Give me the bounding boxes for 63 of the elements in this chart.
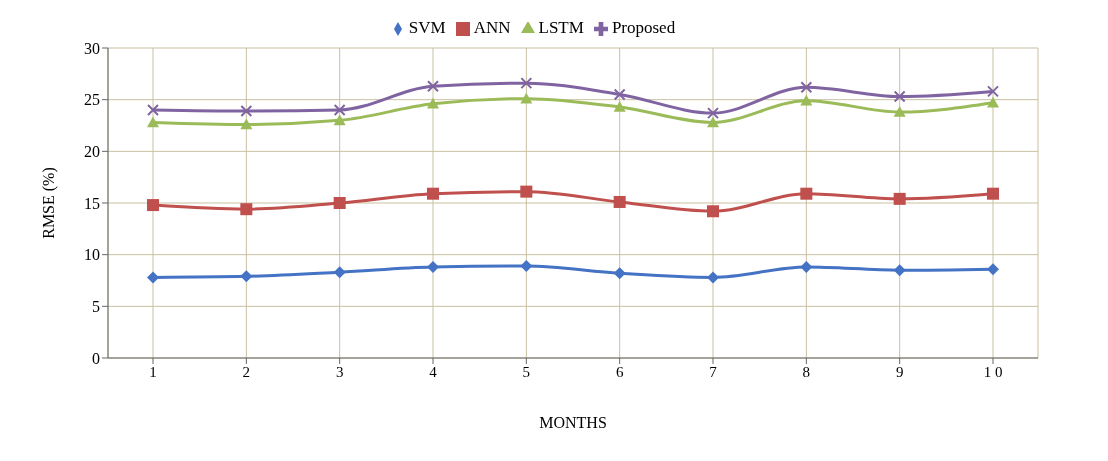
- point: [147, 199, 159, 212]
- point: [147, 116, 159, 128]
- point: [987, 187, 999, 200]
- point: [613, 195, 626, 208]
- point: [520, 77, 533, 90]
- point: [987, 85, 999, 98]
- x-axis-title: MONTHS: [539, 414, 607, 431]
- point: [707, 205, 719, 218]
- point: [427, 187, 439, 200]
- y-tick-label: 20: [84, 143, 100, 161]
- point: [893, 192, 906, 205]
- legend-label: Proposed: [611, 18, 676, 37]
- point: [240, 270, 253, 283]
- point: [520, 185, 533, 198]
- point: [893, 106, 906, 117]
- point: [240, 118, 253, 130]
- legend-label: ANN: [473, 18, 511, 37]
- x-tick-label: 2: [242, 363, 251, 380]
- y-tick-label: 25: [84, 91, 100, 109]
- y-tick-label: 0: [92, 349, 100, 367]
- x-tick-label: 4: [429, 363, 438, 380]
- point: [800, 94, 813, 106]
- y-tick-label: 15: [84, 194, 100, 212]
- point: [613, 100, 626, 112]
- x-tick-label: 1 0: [983, 363, 1003, 380]
- point: [987, 263, 999, 276]
- x-tick-label: 3: [335, 363, 344, 380]
- point: [613, 267, 626, 280]
- x-tick-label: 9: [895, 363, 904, 380]
- legend-label: LSTM: [538, 18, 584, 37]
- y-tick-label: 30: [84, 39, 100, 57]
- legend-label: SVM: [408, 18, 446, 37]
- x-tick-label: 6: [615, 363, 624, 380]
- point: [893, 264, 906, 277]
- point: [987, 96, 999, 108]
- point: [427, 261, 439, 274]
- point: [707, 116, 719, 128]
- point: [427, 97, 439, 109]
- point: [333, 104, 346, 116]
- x-tick-label: 7: [709, 363, 718, 380]
- x-tick-label: 5: [522, 363, 531, 380]
- y-axis-title: RMSE (%): [39, 167, 58, 239]
- point: [333, 114, 346, 126]
- x-tick-label: 1: [149, 363, 157, 380]
- point: [147, 271, 159, 284]
- x-tick-label: 8: [802, 363, 811, 380]
- point: [613, 88, 626, 101]
- point: [333, 266, 346, 279]
- point: [520, 260, 533, 273]
- point: [240, 105, 253, 118]
- point: [427, 80, 439, 93]
- y-tick-label: 5: [92, 298, 100, 316]
- point: [800, 261, 813, 274]
- point: [707, 107, 719, 120]
- point: [800, 187, 813, 200]
- point: [707, 271, 719, 284]
- point: [333, 197, 346, 209]
- point: [240, 203, 253, 216]
- y-tick-label: 10: [84, 246, 100, 264]
- point: [893, 90, 906, 103]
- point: [520, 92, 533, 104]
- point: [800, 81, 813, 94]
- point: [147, 104, 159, 116]
